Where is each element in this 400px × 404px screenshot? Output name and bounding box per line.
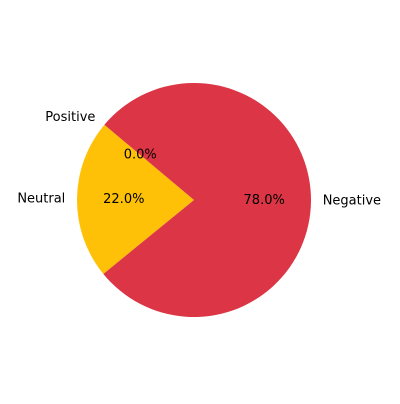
pie-slice-neutral [77, 124, 194, 274]
slice-percent-neutral: 22.0% [103, 192, 144, 207]
labels-layer: Positive 0.0% Neutral 22.0% Negative 78.0% [17, 110, 381, 209]
slice-percent-negative: 78.0% [244, 193, 285, 208]
pie-slice-negative [103, 83, 311, 318]
slice-label-neutral: Neutral [17, 192, 65, 207]
slices-layer [77, 83, 311, 318]
slice-label-negative: Negative [323, 193, 381, 208]
slice-label-positive: Positive [45, 110, 95, 125]
slice-percent-positive: 0.0% [124, 147, 157, 162]
